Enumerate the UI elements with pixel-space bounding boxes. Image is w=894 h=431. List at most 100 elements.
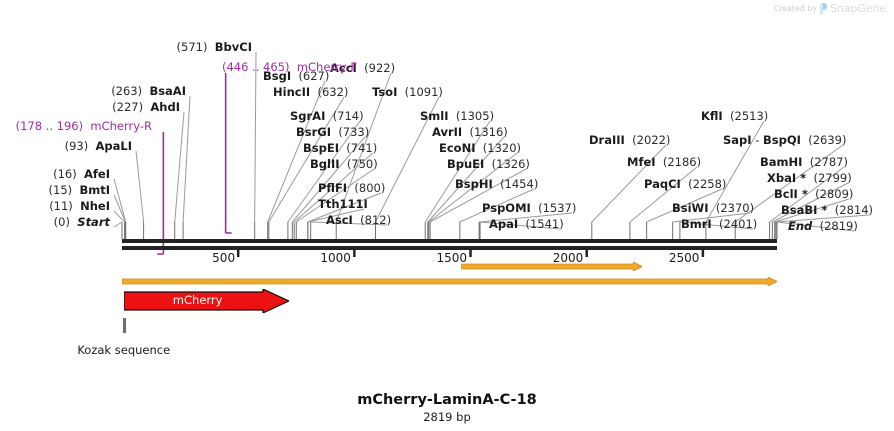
restriction-site-label[interactable]: (571) BbvCI: [177, 41, 252, 53]
site-enzyme-name: KflI: [701, 109, 723, 123]
site-enzyme-name: XbaI: [767, 171, 797, 185]
site-position: (750): [346, 157, 378, 171]
site-position: (0): [53, 215, 70, 229]
feature-arrow-orange[interactable]: [461, 262, 643, 271]
restriction-site-label[interactable]: MfeI (2186): [627, 156, 701, 168]
site-position: (15): [48, 183, 73, 197]
restriction-site-label[interactable]: BsaBI * (2814): [781, 204, 873, 216]
restriction-site-label[interactable]: End (2819): [788, 220, 858, 232]
restriction-site-label[interactable]: AccI (922): [330, 62, 395, 74]
site-star-marker: *: [796, 171, 807, 185]
restriction-site-label[interactable]: (227) AhdI: [112, 101, 180, 113]
site-enzyme-name: BspHI: [455, 177, 493, 191]
restriction-site-label[interactable]: BclI * (2809): [774, 188, 853, 200]
site-enzyme-name: AccI: [330, 61, 357, 75]
snapgene-leaf-icon: [820, 3, 828, 14]
feature-mcherry-cds[interactable]: [124, 289, 290, 313]
feature-arrow-orange[interactable]: [122, 277, 777, 286]
site-position: (812): [360, 213, 392, 227]
site-enzyme-name: End: [788, 219, 813, 233]
site-enzyme-name: EcoNI: [439, 141, 476, 155]
restriction-site-label[interactable]: BglII (750): [310, 158, 378, 170]
site-position: (1091): [404, 85, 443, 99]
site-enzyme-name: NheI: [80, 199, 110, 213]
restriction-site-label-sapi-bspqi[interactable]: SapI - BspQI (2639): [723, 134, 847, 146]
site-enzyme-name-bspqi: BspQI: [763, 133, 801, 147]
restriction-site-label[interactable]: BsiWI (2370): [672, 202, 754, 214]
restriction-site-label[interactable]: HincII (632): [273, 86, 348, 98]
primer-range: (178 .. 196): [15, 119, 84, 133]
site-position: (2799): [813, 171, 852, 185]
site-position: (2370): [715, 201, 755, 215]
site-position: (1326): [491, 157, 530, 171]
restriction-site-label[interactable]: AscI (812): [326, 214, 391, 226]
site-enzyme-name: BpuEI: [447, 157, 485, 171]
site-position: (741): [346, 141, 378, 155]
restriction-site-label[interactable]: PspOMI (1537): [482, 202, 576, 214]
site-position: (632): [317, 85, 349, 99]
site-enzyme-name: ApaI: [489, 217, 519, 231]
site-enzyme-name: AfeI: [84, 167, 110, 181]
site-enzyme-name: AvrII: [432, 125, 463, 139]
restriction-site-label[interactable]: Tth111I: [318, 198, 368, 210]
site-position: (93): [64, 139, 89, 153]
site-position: (1305): [455, 109, 495, 123]
site-enzyme-name: Start: [77, 215, 110, 229]
site-position: (2258): [688, 177, 727, 191]
site-enzyme-name: PaqCI: [644, 177, 681, 191]
restriction-site-label[interactable]: PaqCI (2258): [644, 178, 726, 190]
restriction-site-label[interactable]: BmrI (2401): [681, 218, 757, 230]
site-enzyme-name: SmlI: [420, 109, 449, 123]
restriction-site-label[interactable]: BspEI (741): [303, 142, 377, 154]
restriction-site-label[interactable]: EcoNI (1320): [439, 142, 521, 154]
snapgene-watermark: Created by SnapGene: [774, 2, 886, 15]
primer-label[interactable]: (446 .. 465) mCherry-F: [222, 61, 357, 73]
ruler-tick-label: 2000: [552, 251, 584, 265]
primer-label[interactable]: (178 .. 196) mCherry-R: [16, 120, 152, 132]
site-position: (714): [332, 109, 364, 123]
restriction-site-label[interactable]: BamHI (2787): [760, 156, 848, 168]
restriction-site-label[interactable]: KflI (2513): [701, 110, 768, 122]
map-subtitle: 2819 bp: [423, 410, 471, 424]
map-title: mCherry-LaminA-C-18: [357, 392, 537, 408]
site-enzyme-name: BclI: [774, 187, 798, 201]
ruler-tick-label: 1000: [320, 251, 351, 265]
site-enzyme-name: Tth111I: [318, 197, 368, 211]
restriction-site-label[interactable]: BsgI (627): [263, 70, 329, 82]
restriction-site-label[interactable]: (16) AfeI: [53, 168, 110, 180]
restriction-site-label[interactable]: SgrAI (714): [290, 110, 364, 122]
restriction-site-label[interactable]: PflFI (800): [318, 182, 385, 194]
ruler-tick-label: 2500: [668, 251, 700, 265]
site-enzyme-name: BsgI: [263, 69, 292, 83]
restriction-site-label[interactable]: AvrII (1316): [432, 126, 508, 138]
site-enzyme-name-sapi: SapI: [723, 133, 752, 147]
site-position: (2814): [834, 203, 874, 217]
site-name-separator: -: [751, 133, 764, 147]
restriction-site-label[interactable]: SmlI (1305): [420, 110, 494, 122]
restriction-site-label[interactable]: (0) Start: [54, 216, 110, 228]
restriction-site-label[interactable]: TsoI (1091): [372, 86, 443, 98]
restriction-site-label[interactable]: BpuEI (1326): [447, 158, 530, 170]
restriction-site-label[interactable]: XbaI * (2799): [767, 172, 852, 184]
restriction-site-label[interactable]: ApaI (1541): [489, 218, 564, 230]
feature-kozak-marker[interactable]: [122, 318, 126, 333]
restriction-site-label[interactable]: DraIII (2022): [589, 134, 670, 146]
restriction-site-label[interactable]: (11) NheI: [49, 200, 110, 212]
watermark-created-by-label: Created by: [773, 4, 818, 13]
site-enzyme-name: BmtI: [79, 183, 110, 197]
restriction-site-label[interactable]: (93) ApaLI: [65, 140, 132, 152]
restriction-site-label[interactable]: BspHI (1454): [455, 178, 538, 190]
site-position: (2787): [809, 155, 848, 169]
feature-mcherry-label: mCherry: [172, 293, 223, 307]
site-position: (627): [298, 69, 330, 83]
site-position: (733): [338, 125, 370, 139]
site-enzyme-name: BsiWI: [672, 201, 709, 215]
site-position: (2819): [819, 219, 858, 233]
restriction-site-label[interactable]: (263) BsaAI: [111, 85, 186, 97]
site-position: (263): [111, 84, 143, 98]
restriction-site-label[interactable]: (15) BmtI: [49, 184, 110, 196]
restriction-site-label[interactable]: BsrGI (733): [296, 126, 369, 138]
site-enzyme-name: BsaBI: [781, 203, 818, 217]
feature-kozak-label: Kozak sequence: [77, 343, 171, 357]
site-enzyme-name: BspEI: [303, 141, 339, 155]
